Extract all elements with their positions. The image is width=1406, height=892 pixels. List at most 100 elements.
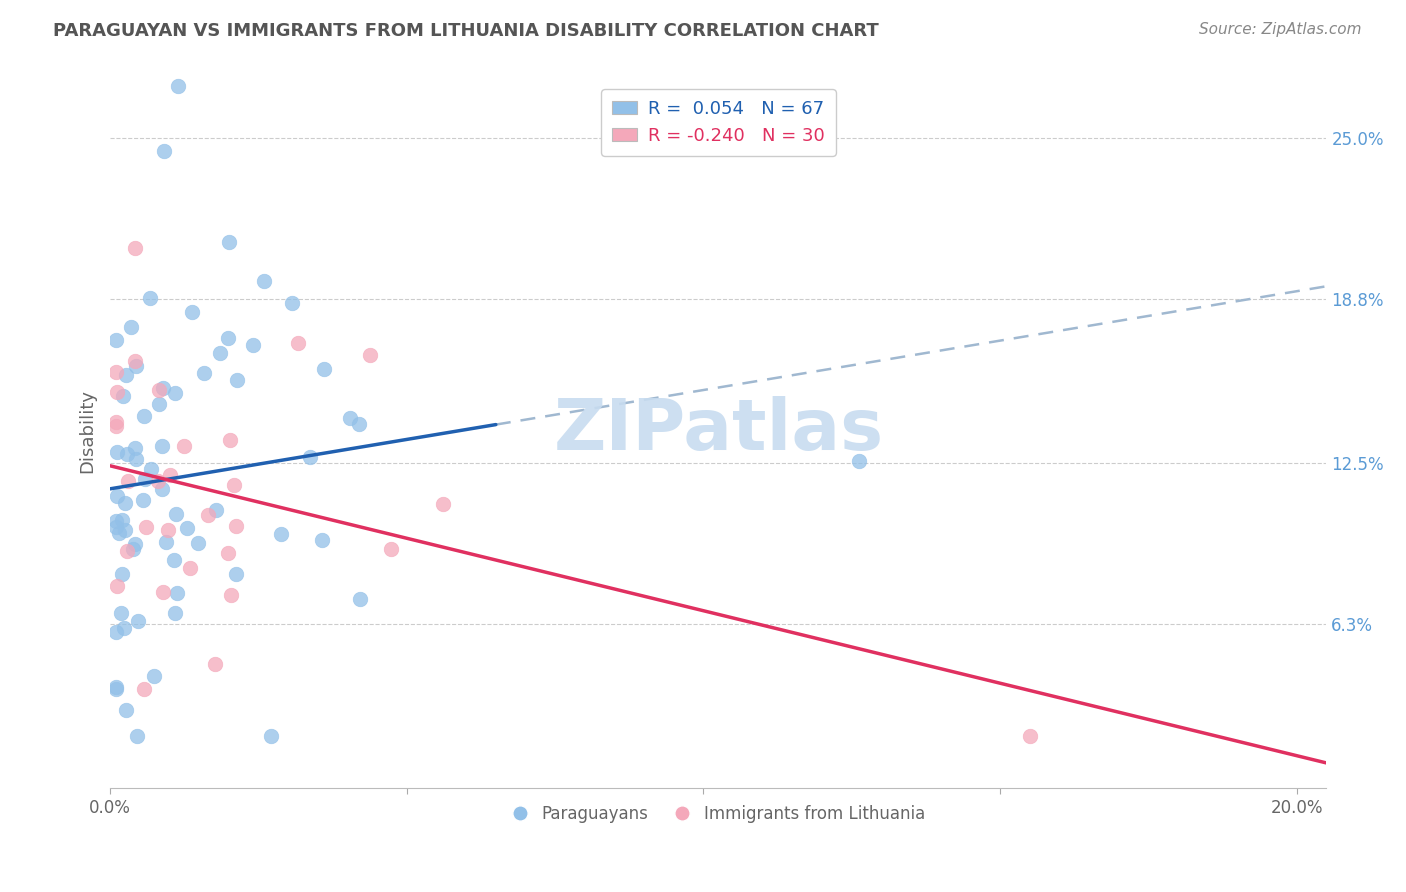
Point [242, 337, 264, 351]
Point [127, 614, 149, 628]
Point [142, 669, 165, 683]
Point [349, 592, 371, 607]
Point [115, 544, 138, 558]
Point [146, 475, 169, 489]
Point [125, 359, 148, 373]
Text: Source: ZipAtlas.com: Source: ZipAtlas.com [1198, 22, 1361, 37]
Point [359, 348, 381, 362]
Point [270, 527, 292, 541]
Point [114, 703, 136, 717]
Point [114, 496, 136, 510]
Point [187, 536, 209, 550]
Point [131, 493, 153, 508]
Point [124, 537, 146, 551]
Point [166, 586, 188, 600]
Point [218, 434, 240, 448]
Point [163, 553, 186, 567]
Point [217, 546, 239, 560]
Point [204, 657, 226, 672]
Point [132, 682, 155, 697]
Point [124, 241, 146, 255]
Point [134, 472, 156, 486]
Point [225, 519, 247, 533]
Point [111, 513, 134, 527]
Point [105, 681, 128, 696]
Point [132, 409, 155, 424]
Point [114, 524, 136, 538]
Point [197, 508, 219, 522]
Point [121, 320, 143, 334]
Point [141, 462, 163, 476]
Point [380, 542, 402, 557]
Point [432, 497, 454, 511]
Point [125, 729, 148, 743]
Point [259, 729, 281, 743]
Point [311, 533, 333, 547]
Text: ZIPatlas: ZIPatlas [553, 396, 883, 465]
Point [115, 447, 138, 461]
Point [105, 625, 128, 640]
Point [152, 584, 174, 599]
Point [205, 503, 228, 517]
Point [173, 439, 195, 453]
Point [105, 415, 128, 429]
Point [193, 367, 215, 381]
Point [298, 450, 321, 464]
Point [152, 144, 174, 158]
Point [176, 521, 198, 535]
Point [108, 526, 131, 541]
Point [218, 235, 240, 249]
Point [107, 445, 129, 459]
Point [287, 335, 309, 350]
Point [217, 331, 239, 345]
Point [152, 439, 174, 453]
Point [115, 368, 138, 383]
Point [339, 411, 361, 425]
Text: PARAGUAYAN VS IMMIGRANTS FROM LITHUANIA DISABILITY CORRELATION CHART: PARAGUAYAN VS IMMIGRANTS FROM LITHUANIA … [53, 22, 879, 40]
Point [253, 274, 276, 288]
Point [105, 365, 128, 379]
Point [159, 467, 181, 482]
Point [105, 519, 128, 533]
Point [110, 606, 132, 620]
Point [314, 362, 336, 376]
Point [105, 681, 128, 695]
Point [165, 385, 187, 400]
Point [848, 454, 870, 468]
Point [208, 346, 231, 360]
Point [156, 523, 179, 537]
Point [181, 305, 204, 319]
Point [105, 333, 128, 347]
Legend: Paraguayans, Immigrants from Lithuania: Paraguayans, Immigrants from Lithuania [505, 798, 932, 830]
Point [111, 566, 134, 581]
Point [105, 385, 128, 400]
Point [152, 381, 174, 395]
Point [148, 397, 170, 411]
Point [105, 514, 128, 528]
Point [112, 389, 135, 403]
Point [219, 588, 242, 602]
Point [148, 383, 170, 397]
Point [225, 566, 247, 581]
Point [166, 78, 188, 93]
Point [117, 474, 139, 488]
Point [347, 417, 370, 431]
Point [124, 354, 146, 368]
Point [1018, 729, 1040, 743]
Point [114, 621, 136, 635]
Point [224, 478, 246, 492]
Point [280, 296, 302, 310]
Y-axis label: Disability: Disability [79, 389, 96, 473]
Point [121, 541, 143, 556]
Point [179, 561, 201, 575]
Point [226, 373, 249, 387]
Point [165, 507, 187, 521]
Point [139, 291, 162, 305]
Point [105, 489, 128, 503]
Point [150, 482, 173, 496]
Point [124, 442, 146, 456]
Point [125, 452, 148, 467]
Point [163, 606, 186, 620]
Point [155, 535, 177, 549]
Point [135, 520, 157, 534]
